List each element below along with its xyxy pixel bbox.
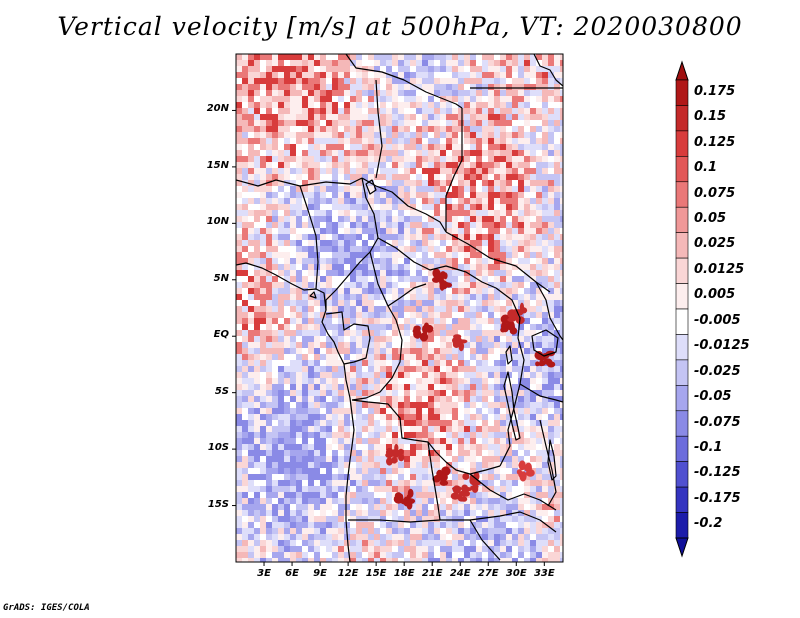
lake-victoria	[531, 329, 559, 357]
border-sudan-west	[445, 108, 463, 232]
vertical-velocity-field	[236, 54, 563, 562]
lat-tick-label: 20N	[206, 103, 229, 115]
colorbar-level-label: 0.025	[694, 236, 736, 252]
colorbar-bottom-arrow	[675, 537, 689, 558]
colorbar-segment	[675, 435, 689, 462]
islands-bioko	[309, 291, 317, 299]
colorbar-segment	[675, 461, 689, 488]
colorbar-segment	[675, 181, 689, 208]
country-borders	[236, 54, 563, 562]
colorbar-level-label: 0.075	[694, 185, 736, 201]
footer-credit: GrADS: IGES/COLA	[3, 603, 90, 613]
border-nigeria-cameroon	[299, 185, 319, 290]
colorbar-level-label: 0.125	[694, 134, 736, 150]
border-angola-zambia	[427, 441, 441, 521]
lake-tanganyika	[503, 371, 521, 441]
colorbar-level-label: -0.005	[694, 312, 741, 328]
border-sudan-ssudan	[445, 231, 551, 293]
lat-tick-label: 5N	[213, 272, 229, 284]
border-car-congo	[369, 251, 427, 307]
lake-chad	[365, 179, 377, 195]
colorbar-segment	[675, 105, 689, 132]
colorbar-level-label: 0.05	[694, 210, 727, 226]
colorbar-level-label: 0.0125	[694, 261, 745, 277]
border-malawi	[539, 419, 557, 507]
lat-tick-label: 15N	[206, 159, 229, 171]
colorbar-level-label: -0.075	[694, 414, 741, 430]
border-tanzania	[519, 383, 563, 403]
colorbar-level-label: 0.15	[694, 109, 727, 125]
colorbar-level-label: 0.175	[694, 83, 736, 99]
lat-tick-label: 5S	[214, 385, 229, 397]
colorbar-level-label: -0.125	[694, 465, 741, 481]
border-gabon	[325, 311, 371, 365]
colorbar-segment	[675, 486, 689, 513]
lake-kivu	[505, 345, 513, 365]
lon-tick-label: 24E	[449, 568, 471, 579]
colorbar-segment	[675, 257, 689, 284]
colorbar-level-label: -0.175	[694, 490, 741, 506]
lon-tick-label: 15E	[365, 568, 387, 579]
border-cameroon-east	[325, 177, 379, 310]
colorbar-segment	[675, 512, 689, 539]
colorbar-segment	[675, 385, 689, 412]
border-uganda-kenya	[535, 281, 563, 341]
colorbar-level-label: -0.1	[694, 439, 723, 455]
colorbar-segment	[675, 156, 689, 183]
map-frame	[232, 53, 564, 566]
colorbar-level-label: -0.0125	[694, 338, 750, 354]
border-zambia-zimbabwe	[469, 473, 557, 511]
border-chad-libya	[345, 54, 463, 109]
coastline-west	[236, 262, 355, 562]
colorbar-segment	[675, 232, 689, 259]
colorbar-segment	[675, 283, 689, 310]
colorbar-segment	[675, 308, 689, 335]
lon-tick-label: 9E	[313, 568, 327, 579]
colorbar-segment	[675, 334, 689, 361]
colorbar-segment	[675, 410, 689, 437]
lake-malawi	[547, 439, 557, 481]
lon-tick-label: 6E	[285, 568, 299, 579]
lon-tick-label: 30E	[505, 568, 527, 579]
colorbar-level-label: 0.1	[694, 160, 718, 176]
colorbar-level-label: -0.05	[694, 389, 732, 405]
red-sea-coast	[533, 54, 563, 87]
lon-tick-label: 33E	[533, 568, 555, 579]
lon-tick-label: 27E	[477, 568, 499, 579]
colorbar-level-label: -0.2	[694, 516, 723, 532]
lat-tick-label: 15S	[207, 498, 229, 510]
lat-tick-label: 10S	[207, 442, 229, 454]
border-drc-east	[495, 287, 525, 467]
colorbar-level-label: -0.025	[694, 363, 741, 379]
colorbar-segment	[675, 206, 689, 233]
border-congo-drc	[351, 305, 403, 401]
colorbar-level-label: 0.005	[694, 287, 736, 303]
lon-tick-label: 21E	[421, 568, 443, 579]
plot-title: Vertical velocity [m/s] at 500hPa, VT: 2…	[57, 12, 743, 41]
colorbar-segment	[675, 79, 689, 106]
border-car-south	[377, 237, 497, 289]
lat-tick-label: EQ	[213, 329, 229, 341]
lat-tick-label: 10N	[206, 216, 229, 228]
colorbar-segment	[675, 130, 689, 157]
lon-tick-label: 18E	[393, 568, 415, 579]
border-chad-north	[375, 79, 383, 179]
colorbar-top-arrow	[675, 60, 689, 81]
border-chad-east	[361, 177, 447, 233]
lon-tick-label: 3E	[257, 568, 271, 579]
lon-tick-label: 12E	[337, 568, 359, 579]
border-botswana	[469, 519, 501, 561]
colorbar	[675, 60, 689, 558]
colorbar-segment	[675, 359, 689, 386]
